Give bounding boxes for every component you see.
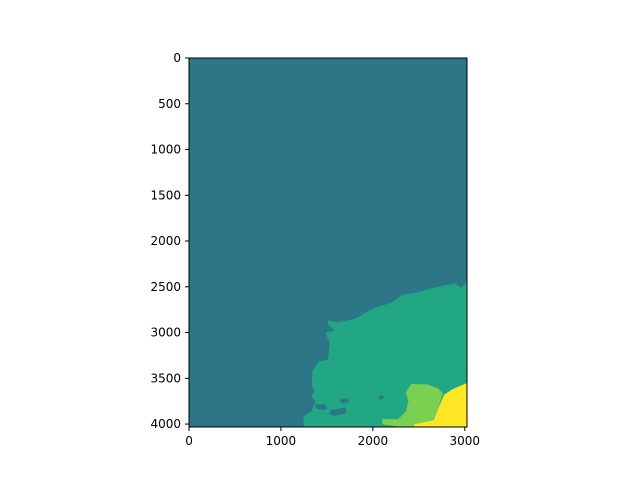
y-tick-label: 500: [158, 97, 181, 111]
region-region-6: [329, 407, 347, 416]
region-region-7: [339, 398, 349, 404]
region-region-4: [414, 382, 467, 427]
x-tick-label: 0: [185, 434, 193, 448]
x-axis: 0 1000 2000 3000: [185, 427, 480, 448]
y-tick-label: 4000: [150, 417, 181, 431]
region-region-3: [382, 384, 443, 427]
x-tick-label: 2000: [358, 434, 389, 448]
x-tick-label: 3000: [450, 434, 481, 448]
region-region-8: [378, 395, 385, 400]
y-tick-label: 2000: [150, 234, 181, 248]
y-tick-label: 3000: [150, 326, 181, 340]
y-tick-label: 1000: [150, 143, 181, 157]
y-tick-label: 1500: [150, 188, 181, 202]
axes-frame: [188, 57, 468, 428]
x-tick-label: 1000: [266, 434, 297, 448]
region-region-5: [314, 404, 328, 410]
y-tick-label: 0: [173, 51, 181, 65]
y-tick-label: 2500: [150, 280, 181, 294]
y-axis: 0 500 1000 1500 2000 2500 3000 3500 4000: [150, 51, 189, 431]
y-tick-label: 3500: [150, 371, 181, 385]
heatmap-regions: [189, 58, 467, 427]
plot-area: 0 1000 2000 3000 0 500 1000 1500 2000 2500 3000 35…: [150, 51, 480, 448]
